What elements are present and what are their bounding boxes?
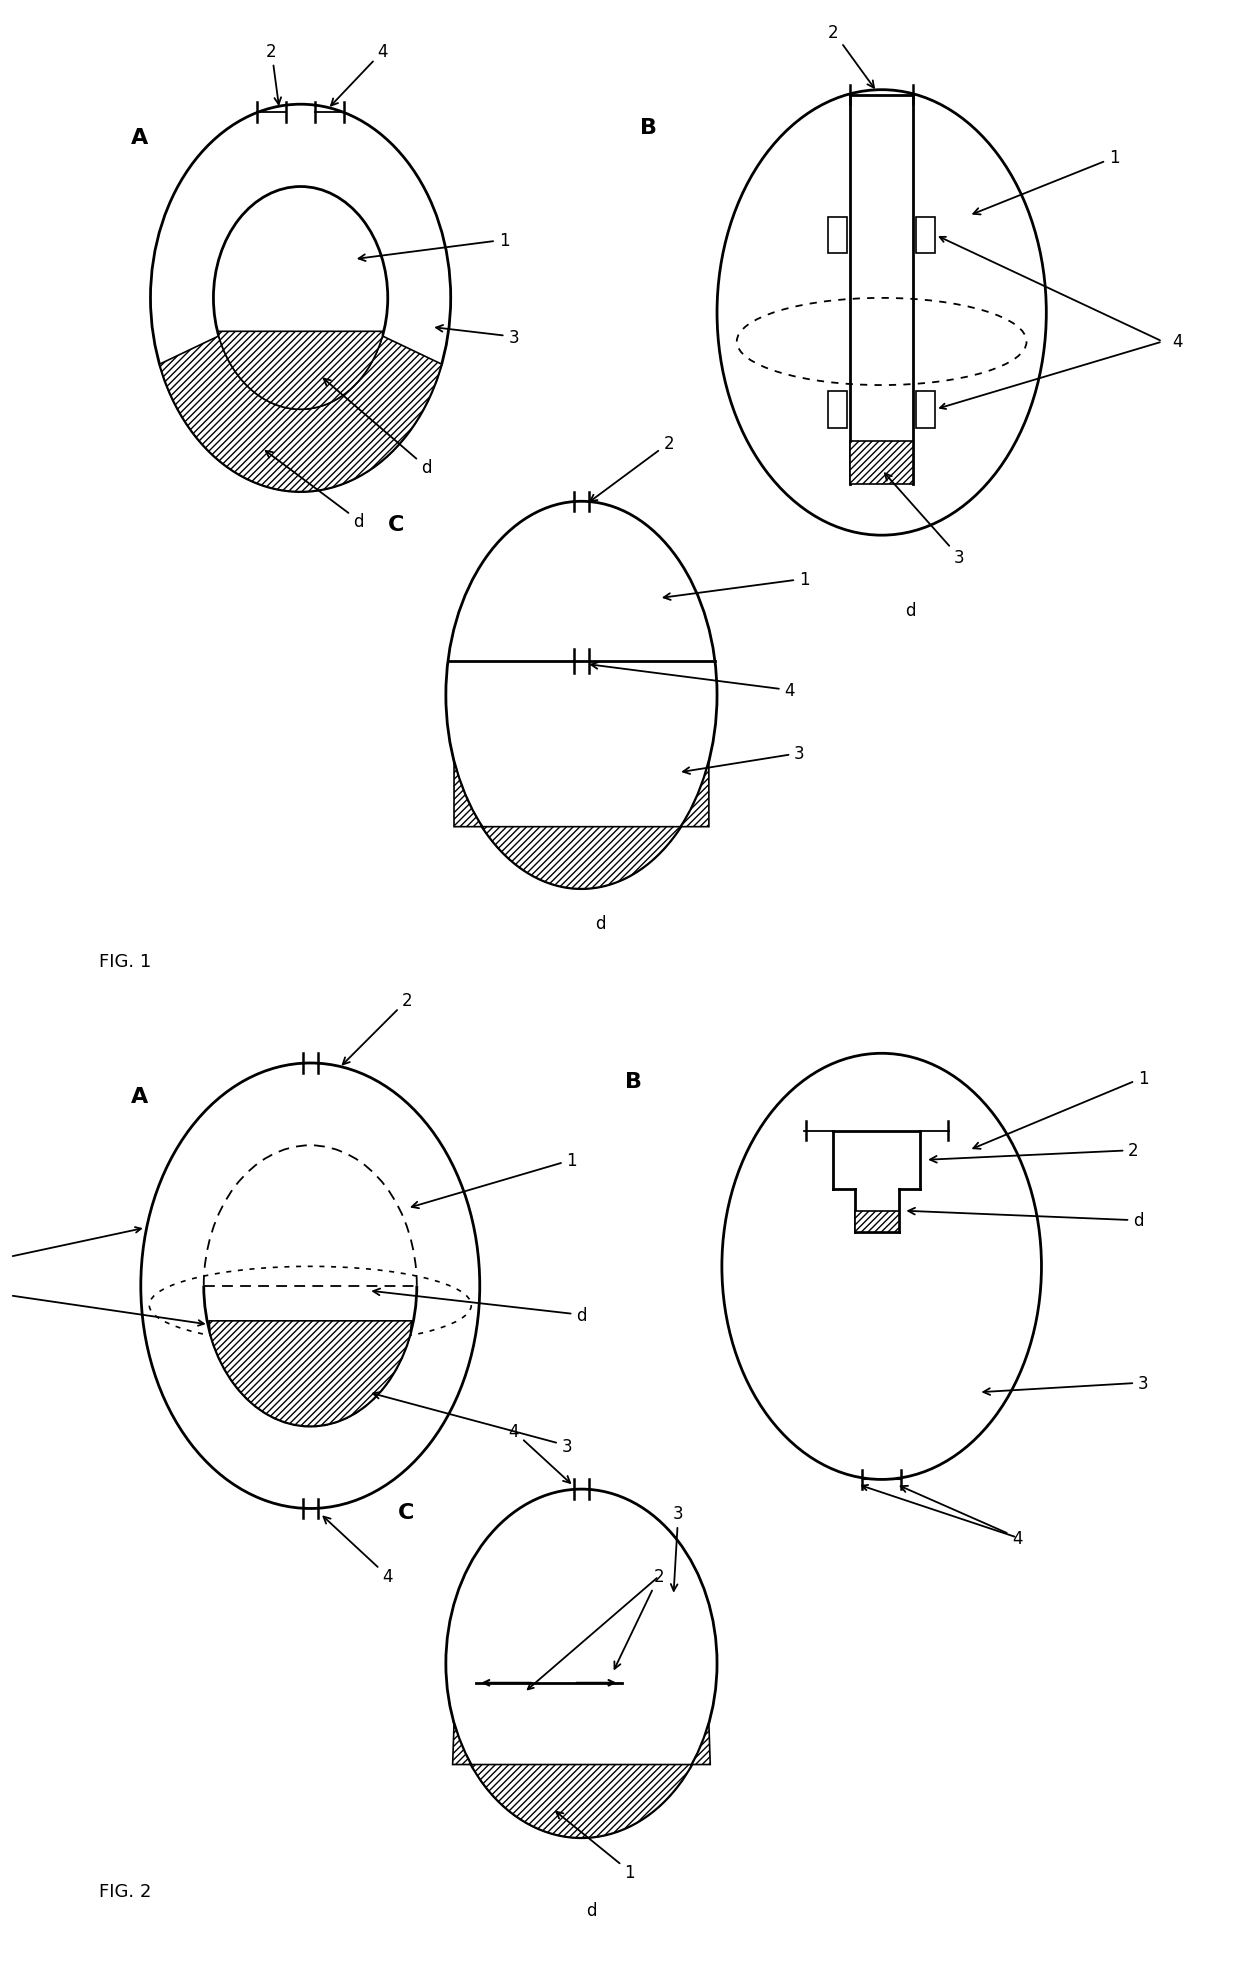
Text: A: A bbox=[131, 1086, 149, 1106]
Ellipse shape bbox=[717, 90, 1047, 536]
Text: d: d bbox=[324, 379, 432, 477]
Text: 1: 1 bbox=[358, 232, 510, 261]
Text: 1: 1 bbox=[973, 1068, 1148, 1149]
Bar bbox=[828, 218, 847, 253]
Polygon shape bbox=[210, 1322, 412, 1426]
Text: 3: 3 bbox=[885, 473, 965, 568]
Text: B: B bbox=[640, 118, 656, 137]
Ellipse shape bbox=[213, 187, 388, 410]
Bar bbox=[856, 1212, 899, 1233]
Text: 2: 2 bbox=[267, 43, 281, 106]
Text: d: d bbox=[905, 601, 916, 621]
Polygon shape bbox=[160, 336, 441, 493]
Bar bbox=[916, 218, 935, 253]
Text: 4: 4 bbox=[331, 43, 388, 106]
Ellipse shape bbox=[141, 1063, 480, 1508]
Text: d: d bbox=[595, 913, 606, 933]
Text: 3: 3 bbox=[683, 744, 805, 774]
Text: 3: 3 bbox=[373, 1392, 572, 1455]
Text: 3: 3 bbox=[983, 1375, 1148, 1394]
Text: d: d bbox=[373, 1288, 587, 1324]
Text: 4: 4 bbox=[1172, 334, 1183, 352]
Text: 4: 4 bbox=[324, 1516, 393, 1585]
Text: 1: 1 bbox=[663, 570, 810, 601]
Text: 1: 1 bbox=[973, 149, 1120, 216]
Text: 1: 1 bbox=[556, 1813, 635, 1882]
Text: 2: 2 bbox=[828, 24, 874, 88]
Text: 3: 3 bbox=[671, 1504, 683, 1591]
Text: 2: 2 bbox=[590, 434, 673, 503]
Text: d: d bbox=[585, 1901, 596, 1919]
Polygon shape bbox=[453, 1722, 711, 1838]
Text: 2: 2 bbox=[930, 1141, 1138, 1163]
Bar bbox=[851, 442, 913, 485]
Ellipse shape bbox=[150, 106, 450, 493]
Bar bbox=[916, 391, 935, 428]
Polygon shape bbox=[454, 762, 709, 890]
Text: 4: 4 bbox=[508, 1422, 570, 1483]
Ellipse shape bbox=[446, 503, 717, 890]
Text: 4: 4 bbox=[591, 662, 795, 699]
Polygon shape bbox=[218, 332, 382, 410]
Text: 1: 1 bbox=[412, 1151, 577, 1208]
Ellipse shape bbox=[446, 1489, 717, 1838]
Text: C: C bbox=[388, 515, 404, 534]
Text: 2: 2 bbox=[342, 992, 413, 1064]
Text: 4: 4 bbox=[900, 1487, 1023, 1548]
Text: d: d bbox=[265, 452, 365, 530]
Text: 3: 3 bbox=[436, 326, 520, 346]
Text: FIG. 1: FIG. 1 bbox=[99, 953, 151, 970]
Text: FIG. 2: FIG. 2 bbox=[99, 1882, 151, 1899]
Text: A: A bbox=[131, 128, 149, 147]
Text: 2: 2 bbox=[614, 1567, 665, 1669]
Ellipse shape bbox=[722, 1055, 1042, 1479]
Text: C: C bbox=[398, 1502, 414, 1522]
Text: B: B bbox=[625, 1072, 642, 1092]
Bar bbox=[828, 391, 847, 428]
Text: d: d bbox=[908, 1208, 1143, 1229]
